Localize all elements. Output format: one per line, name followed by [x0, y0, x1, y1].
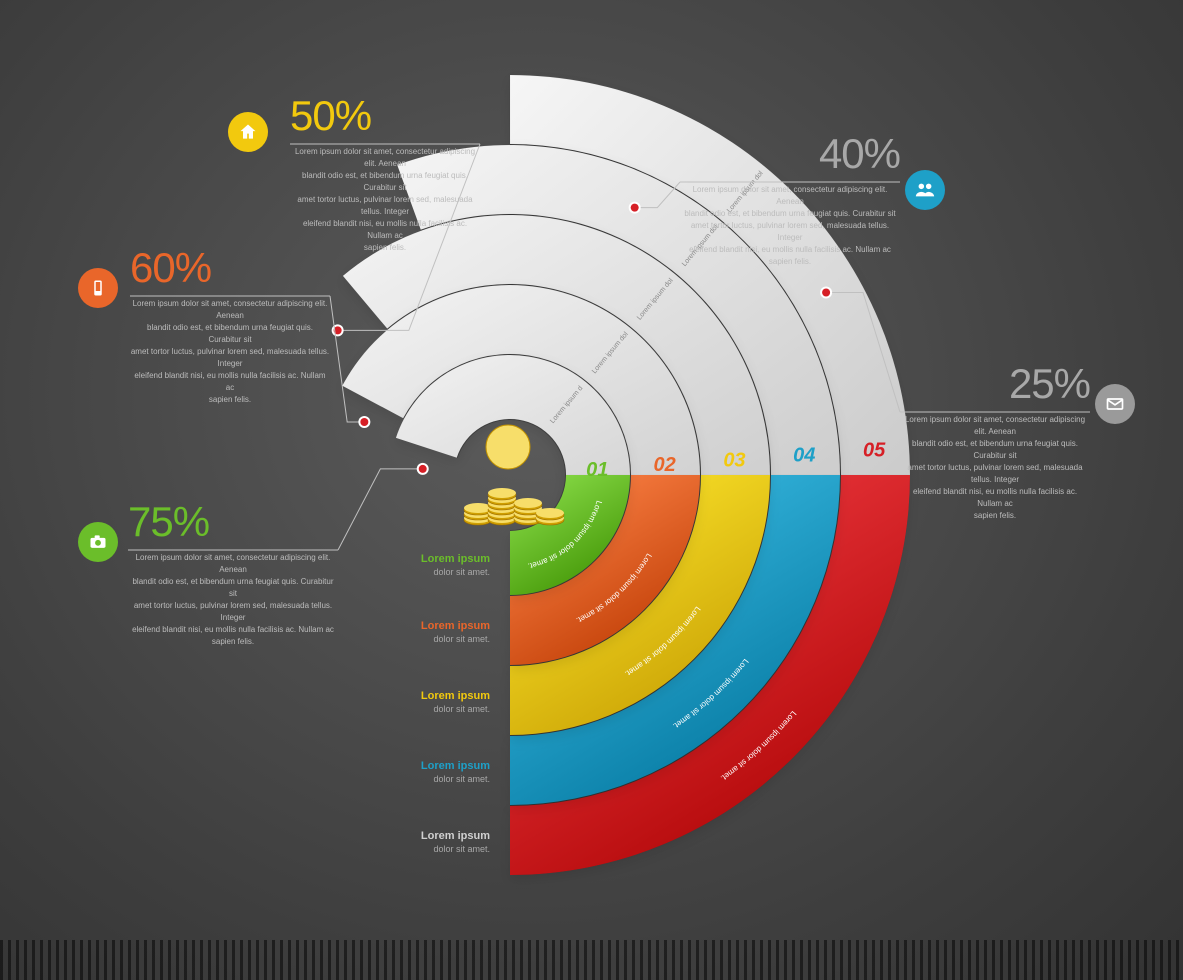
callout-value-c75: 75%	[128, 498, 338, 546]
camera-icon	[78, 522, 118, 562]
callout-c25: 25% Lorem ipsum dolor sit amet, consectet…	[900, 360, 1090, 522]
ring-side-label-03: Lorem ipsum dolor sit amet.	[380, 690, 490, 714]
callout-c60: 60% Lorem ipsum dolor sit amet, consectet…	[130, 244, 330, 406]
callout-value-c40: 40%	[680, 130, 900, 178]
ring-side-label-01: Lorem ipsum dolor sit amet.	[380, 553, 490, 577]
callout-lorem-c25: Lorem ipsum dolor sit amet, consectetur …	[900, 414, 1090, 522]
ring-side-title-03: Lorem ipsum	[380, 690, 490, 702]
ring-side-label-02: Lorem ipsum dolor sit amet.	[380, 620, 490, 644]
ring-side-label-05: Lorem ipsum dolor sit amet.	[380, 830, 490, 854]
callout-c50: 50% Lorem ipsum dolor sit amet, consectet…	[290, 92, 480, 254]
ring-number-03: 03	[723, 449, 745, 471]
mail-icon	[1095, 384, 1135, 424]
ring-number-04: 04	[793, 444, 815, 466]
phone-icon	[78, 268, 118, 308]
callout-lorem-c60: Lorem ipsum dolor sit amet, consectetur …	[130, 298, 330, 406]
callout-c75: 75% Lorem ipsum dolor sit amet, consectet…	[128, 498, 338, 648]
ring-side-sub-03: dolor sit amet.	[380, 704, 490, 714]
callout-lorem-c75: Lorem ipsum dolor sit amet, consectetur …	[128, 552, 338, 648]
ring-number-01: 01	[586, 459, 608, 481]
home-icon	[228, 112, 268, 152]
marker-dot-c60	[360, 418, 368, 426]
callout-value-c50: 50%	[290, 92, 480, 140]
callout-value-c60: 60%	[130, 244, 330, 292]
ring-side-sub-04: dolor sit amet.	[380, 774, 490, 784]
marker-dot-c25	[822, 289, 830, 297]
ring-side-sub-05: dolor sit amet.	[380, 844, 490, 854]
ring-side-title-01: Lorem ipsum	[380, 553, 490, 565]
marker-dot-c40	[631, 204, 639, 212]
marker-dot-c75	[419, 465, 427, 473]
leader-c75	[338, 469, 423, 550]
callout-value-c25: 25%	[900, 360, 1090, 408]
ring-number-02: 02	[653, 454, 675, 476]
ring-side-sub-02: dolor sit amet.	[380, 634, 490, 644]
center-coins-icon	[464, 425, 564, 525]
infographic-stage: 05Lorem ipsum dolor sit amet.Lorem ipsum…	[0, 0, 1183, 980]
people-icon	[905, 170, 945, 210]
ring-side-title-02: Lorem ipsum	[380, 620, 490, 632]
ring-side-title-04: Lorem ipsum	[380, 760, 490, 772]
callout-lorem-c40: Lorem ipsum dolor sit amet, consectetur …	[680, 184, 900, 268]
ring-number-05: 05	[863, 440, 886, 462]
callout-lorem-c50: Lorem ipsum dolor sit amet, consectetur …	[290, 146, 480, 254]
ring-side-label-04: Lorem ipsum dolor sit amet.	[380, 760, 490, 784]
callout-c40: 40% Lorem ipsum dolor sit amet, consectet…	[680, 130, 900, 268]
ring-side-sub-01: dolor sit amet.	[380, 567, 490, 577]
ring-side-title-05: Lorem ipsum	[380, 830, 490, 842]
